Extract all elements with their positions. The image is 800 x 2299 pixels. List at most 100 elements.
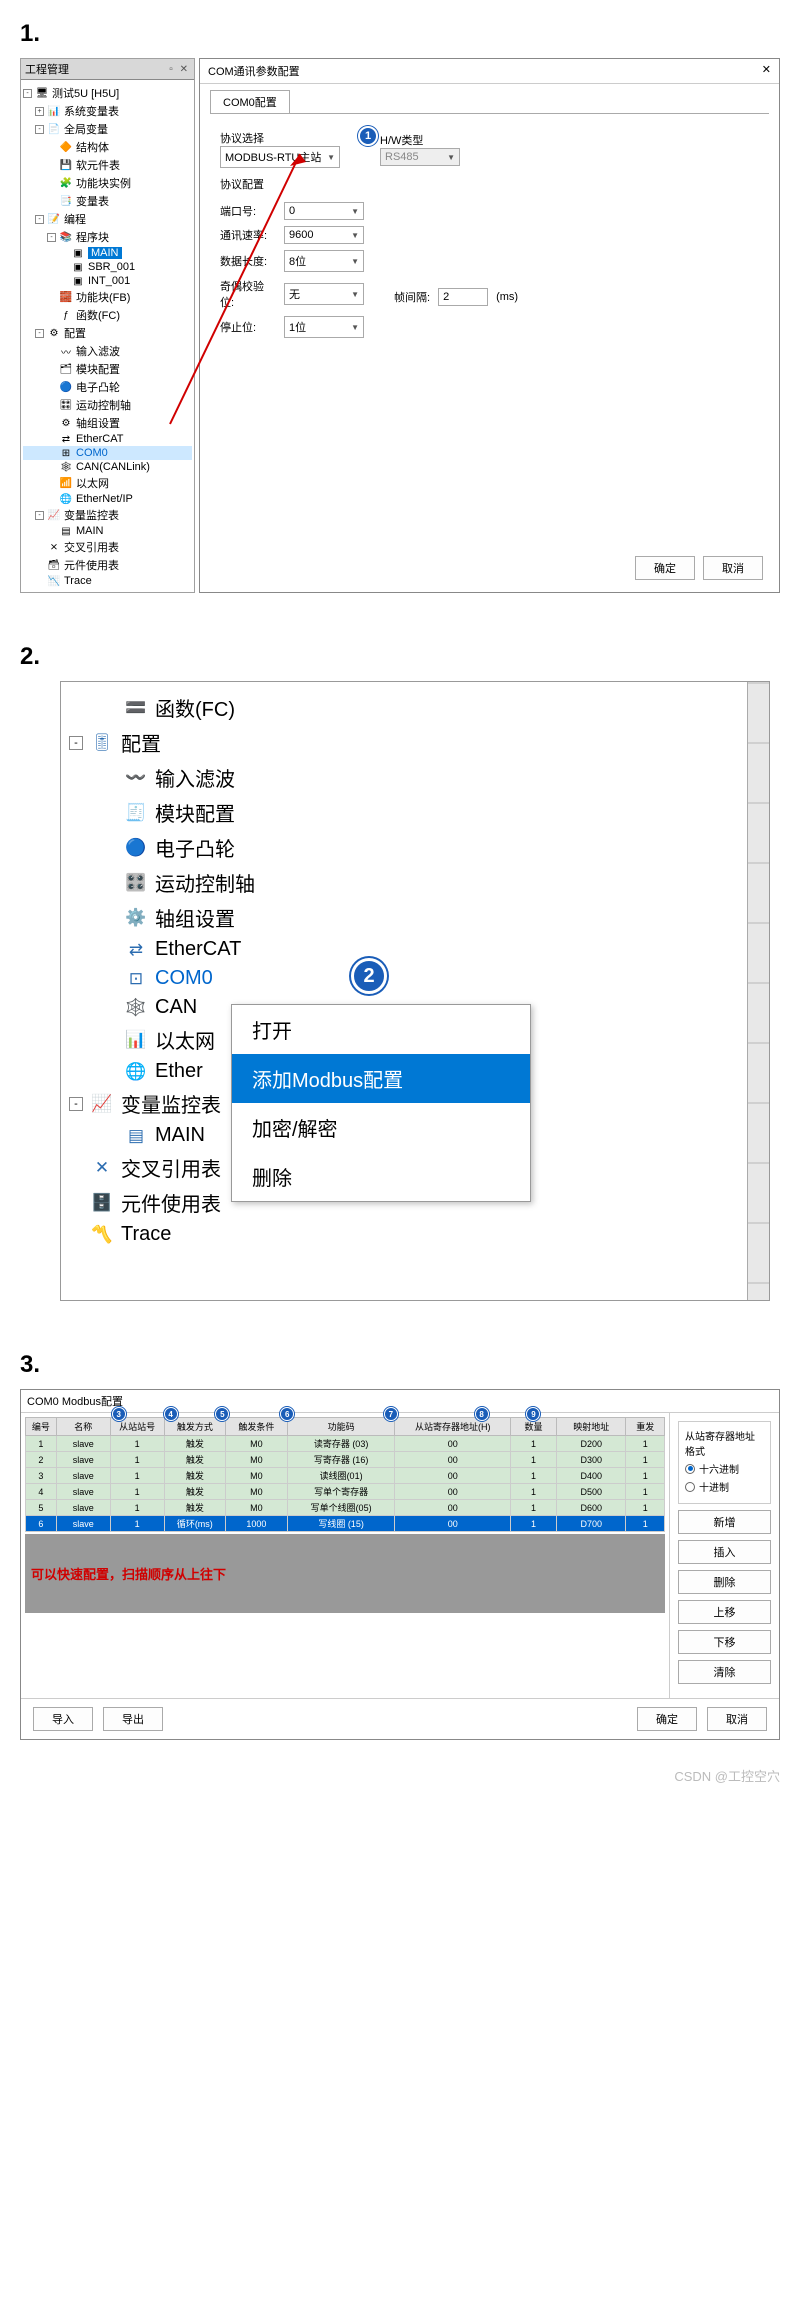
tree-toggle[interactable]: - bbox=[47, 233, 56, 242]
tree-node[interactable]: ▤MAIN bbox=[23, 524, 192, 538]
tree-node-label: Ether bbox=[155, 1060, 203, 1083]
protocol-value: MODBUS-RTU主站 bbox=[225, 149, 321, 165]
tree-toggle[interactable]: - bbox=[35, 215, 44, 224]
big-tree-node[interactable]: 🟰函数(FC) bbox=[69, 690, 761, 725]
tree-toggle[interactable]: + bbox=[35, 107, 44, 116]
context-menu-item[interactable]: 打开 bbox=[232, 1005, 530, 1054]
tree-node[interactable]: 🔶结构体 bbox=[23, 138, 192, 156]
big-tree-node[interactable]: 🧾模块配置 bbox=[69, 795, 761, 830]
table-cell: slave bbox=[56, 1468, 110, 1484]
frame-gap-input[interactable]: 2 bbox=[438, 288, 488, 306]
side-button[interactable]: 下移 bbox=[678, 1630, 771, 1654]
tree-node[interactable]: 📉Trace bbox=[23, 574, 192, 588]
tree-node-label: 编程 bbox=[64, 211, 86, 227]
tree-node-icon: 🧩 bbox=[59, 177, 73, 189]
tree-node-icon: ⚙ bbox=[59, 417, 73, 429]
tree-node[interactable]: 🗂模块配置 bbox=[23, 360, 192, 378]
tree-node[interactable]: 〰输入滤波 bbox=[23, 342, 192, 360]
ok-button[interactable]: 确定 bbox=[635, 556, 695, 580]
table-row[interactable]: 2slave1触发M0写寄存器 (16)001D3001 bbox=[26, 1452, 665, 1468]
config-select[interactable]: 9600▼ bbox=[284, 226, 364, 244]
config-select[interactable]: 8位▼ bbox=[284, 250, 364, 272]
cancel-button[interactable]: 取消 bbox=[707, 1707, 767, 1731]
tree-node[interactable]: ⇄EtherCAT bbox=[23, 432, 192, 446]
tree-node[interactable]: ⨯交叉引用表 bbox=[23, 538, 192, 556]
cancel-button[interactable]: 取消 bbox=[703, 556, 763, 580]
tree-node[interactable]: -📝编程 bbox=[23, 210, 192, 228]
table-cell: 1 bbox=[510, 1500, 556, 1516]
table-row[interactable]: 4slave1触发M0写单个寄存器001D5001 bbox=[26, 1484, 665, 1500]
tree-node[interactable]: -📈变量监控表 bbox=[23, 506, 192, 524]
tree-node[interactable]: 🧱功能块(FB) bbox=[23, 288, 192, 306]
table-cell: 3 bbox=[26, 1468, 57, 1484]
tree-node[interactable]: 🎛运动控制轴 bbox=[23, 396, 192, 414]
table-cell: 1 bbox=[26, 1436, 57, 1452]
scrollbar[interactable] bbox=[747, 682, 769, 1300]
big-tree-node[interactable]: 🔵电子凸轮 bbox=[69, 830, 761, 865]
side-button[interactable]: 新增 bbox=[678, 1510, 771, 1534]
table-cell: 1 bbox=[110, 1452, 164, 1468]
tree-node[interactable]: 💾软元件表 bbox=[23, 156, 192, 174]
context-menu-item[interactable]: 删除 bbox=[232, 1152, 530, 1201]
big-tree-node[interactable]: 〰️输入滤波 bbox=[69, 760, 761, 795]
tree-toggle[interactable]: - bbox=[35, 329, 44, 338]
config-select[interactable]: 无▼ bbox=[284, 283, 364, 305]
context-menu-item[interactable]: 添加Modbus配置 bbox=[232, 1054, 530, 1103]
big-tree-node[interactable]: ⊡COM0 bbox=[69, 964, 761, 993]
tree-node[interactable]: 🌐EtherNet/IP bbox=[23, 492, 192, 506]
big-tree-node[interactable]: -🎚配置 bbox=[69, 725, 761, 760]
tree-node[interactable]: +📊系统变量表 bbox=[23, 102, 192, 120]
tree-toggle[interactable]: - bbox=[35, 125, 44, 134]
big-tree-node[interactable]: ⚙️轴组设置 bbox=[69, 900, 761, 935]
config-select[interactable]: 0▼ bbox=[284, 202, 364, 220]
radio-hex[interactable]: 十六进制 bbox=[685, 1461, 764, 1476]
tree-node[interactable]: -⚙配置 bbox=[23, 324, 192, 342]
side-button[interactable]: 插入 bbox=[678, 1540, 771, 1564]
config-select[interactable]: 1位▼ bbox=[284, 316, 364, 338]
table-row[interactable]: 5slave1触发M0写单个线圈(05)001D6001 bbox=[26, 1500, 665, 1516]
tab-com0[interactable]: COM0配置 bbox=[210, 90, 290, 113]
tree-node[interactable]: 🕸CAN(CANLink) bbox=[23, 460, 192, 474]
context-menu-item[interactable]: 加密/解密 bbox=[232, 1103, 530, 1152]
tree-node-label: Trace bbox=[64, 575, 92, 587]
tree-toggle[interactable]: - bbox=[69, 1097, 83, 1111]
radio-dec[interactable]: 十进制 bbox=[685, 1479, 764, 1494]
table-row[interactable]: 1slave1触发M0读寄存器 (03)001D2001 bbox=[26, 1436, 665, 1452]
tree-node[interactable]: 📶以太网 bbox=[23, 474, 192, 492]
big-tree-node[interactable]: 〽️Trace bbox=[69, 1220, 761, 1249]
tree-node[interactable]: -📄全局变量 bbox=[23, 120, 192, 138]
tree-node[interactable]: -📚程序块 bbox=[23, 228, 192, 246]
export-button[interactable]: 导出 bbox=[103, 1707, 163, 1731]
tree-node[interactable]: 📑变量表 bbox=[23, 192, 192, 210]
side-button[interactable]: 上移 bbox=[678, 1600, 771, 1624]
tree-node[interactable]: ▣SBR_001 bbox=[23, 260, 192, 274]
tree-node[interactable]: 🧩功能块实例 bbox=[23, 174, 192, 192]
tree-node-label: EtherCAT bbox=[76, 433, 123, 445]
tree-node[interactable]: 🗃元件使用表 bbox=[23, 556, 192, 574]
table-row[interactable]: 6slave1循环(ms)1000写线圈 (15)001D7001 bbox=[26, 1516, 665, 1532]
tree-node[interactable]: 🔵电子凸轮 bbox=[23, 378, 192, 396]
tree-root[interactable]: - 🖥 测试5U [H5U] bbox=[23, 84, 192, 102]
ok-button[interactable]: 确定 bbox=[637, 1707, 697, 1731]
side-button[interactable]: 清除 bbox=[678, 1660, 771, 1684]
tree-node[interactable]: ▣INT_001 bbox=[23, 274, 192, 288]
tree-toggle[interactable]: - bbox=[23, 89, 32, 98]
tree-toggle[interactable]: - bbox=[35, 511, 44, 520]
project-tree-panel: 工程管理 ▫ ✕ - 🖥 测试5U [H5U] +📊系统变量表-📄全局变量🔶结构… bbox=[20, 58, 195, 593]
modbus-table-wrap: 3456789 编号名称从站站号触发方式触发条件功能码从站寄存器地址(H)数量映… bbox=[21, 1413, 669, 1698]
tree-node[interactable]: ⊞COM0 bbox=[23, 446, 192, 460]
table-row[interactable]: 3slave1触发M0读线圈(01)001D4001 bbox=[26, 1468, 665, 1484]
close-icon[interactable]: ✕ bbox=[762, 63, 771, 79]
config-row: 数据长度:8位▼ bbox=[220, 250, 364, 272]
import-button[interactable]: 导入 bbox=[33, 1707, 93, 1731]
tree-toggle[interactable]: - bbox=[69, 736, 83, 750]
context-menu: 打开添加Modbus配置加密/解密删除 bbox=[231, 1004, 531, 1202]
side-button[interactable]: 删除 bbox=[678, 1570, 771, 1594]
tree-node[interactable]: ▣MAIN bbox=[23, 246, 192, 260]
tree-node[interactable]: ⚙轴组设置 bbox=[23, 414, 192, 432]
tree-header-icons[interactable]: ▫ ✕ bbox=[169, 64, 190, 75]
protocol-select[interactable]: MODBUS-RTU主站 ▼ bbox=[220, 146, 340, 168]
big-tree-node[interactable]: ⇄EtherCAT bbox=[69, 935, 761, 964]
tree-node[interactable]: ƒ函数(FC) bbox=[23, 306, 192, 324]
big-tree-node[interactable]: 🎛️运动控制轴 bbox=[69, 865, 761, 900]
